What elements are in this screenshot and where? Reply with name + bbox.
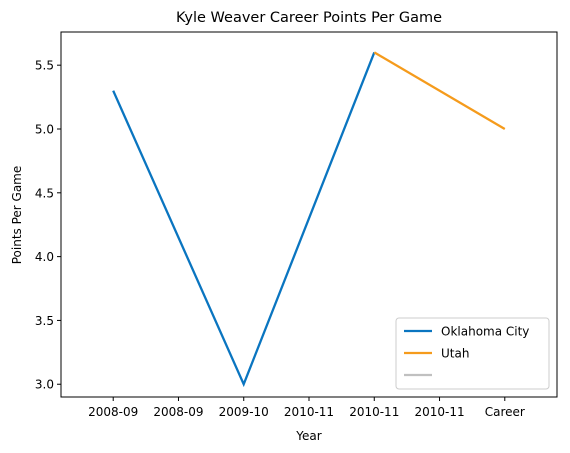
x-tick-label: 2010-11 bbox=[349, 405, 399, 419]
series-line-1 bbox=[112, 51, 376, 388]
y-tick-label: 5.5 bbox=[35, 59, 54, 73]
legend-label: Utah bbox=[441, 347, 469, 361]
y-tick-label: 5.0 bbox=[35, 122, 54, 136]
y-tick-label: 3.5 bbox=[35, 314, 54, 328]
legend-label: Oklahoma City bbox=[441, 325, 529, 339]
x-tick-label: 2010-11 bbox=[284, 405, 334, 419]
x-tick-label: 2009-10 bbox=[219, 405, 269, 419]
axes: 2008-09 2008-09 2009-10 2010-11 2010-11 2010-… bbox=[35, 31, 558, 419]
plot-area bbox=[112, 51, 506, 388]
x-tick-label: 2010-11 bbox=[414, 405, 464, 419]
legend-box bbox=[395, 317, 550, 390]
chart-title: Kyle Weaver Career Points Per Game bbox=[176, 10, 442, 26]
x-tick-label: 2008-09 bbox=[88, 405, 138, 419]
series-line-2 bbox=[373, 51, 506, 130]
y-axis-title: Points Per Game bbox=[10, 166, 24, 265]
x-tick-label: 2008-09 bbox=[153, 405, 203, 419]
legend: Oklahoma City Utah bbox=[395, 317, 550, 390]
y-tick-label: 4.0 bbox=[35, 250, 54, 264]
x-tick-label: Career bbox=[485, 405, 525, 419]
y-tick-label: 3.0 bbox=[35, 378, 54, 392]
y-tick-label: 4.5 bbox=[35, 186, 54, 200]
x-axis-title: Year bbox=[295, 429, 321, 443]
